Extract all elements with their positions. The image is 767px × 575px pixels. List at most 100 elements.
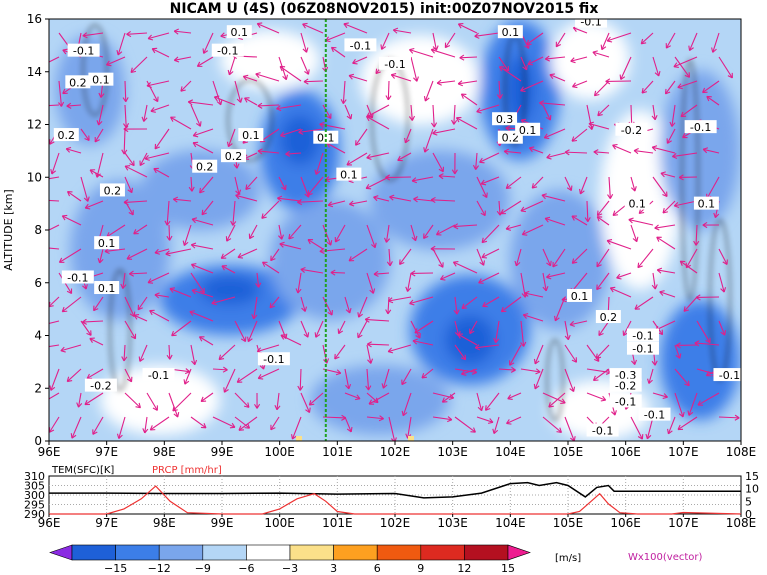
wind-vector-head bbox=[683, 306, 690, 312]
x-tick-label: 96E bbox=[38, 445, 61, 459]
wind-vector bbox=[190, 416, 207, 429]
wind-vector-head bbox=[141, 116, 148, 122]
wind-vector-head bbox=[634, 304, 640, 310]
wind-vector-head bbox=[369, 288, 376, 294]
wind-vector bbox=[124, 320, 136, 340]
wind-vector-head bbox=[569, 386, 576, 393]
wind-vector bbox=[144, 416, 148, 434]
wind-vector bbox=[454, 416, 476, 433]
wind-vector-head bbox=[288, 233, 294, 240]
wind-vector bbox=[454, 344, 466, 361]
wind-vector-head bbox=[370, 242, 377, 249]
y-tick-label: 0 bbox=[34, 434, 42, 448]
wind-vector bbox=[432, 248, 444, 268]
wind-vector bbox=[623, 320, 632, 336]
wind-vector-head bbox=[282, 74, 289, 81]
wind-vector-head bbox=[706, 95, 712, 102]
wind-vector bbox=[665, 32, 676, 49]
wind-vector-head bbox=[60, 346, 66, 353]
wind-vector bbox=[534, 368, 544, 390]
wind-vector bbox=[672, 152, 698, 158]
wind-vector-head bbox=[262, 261, 268, 267]
wind-vector-head bbox=[662, 208, 669, 214]
left-tick-label: 310 bbox=[24, 470, 45, 483]
contour-label-bg bbox=[693, 196, 719, 210]
wind-vector-head bbox=[451, 119, 458, 125]
wind-vector bbox=[61, 296, 82, 313]
wind-vector-head bbox=[270, 424, 276, 431]
colorbar-cell bbox=[71, 544, 116, 561]
wind-vector bbox=[188, 101, 214, 106]
wind-vector bbox=[366, 104, 390, 118]
wind-vector bbox=[326, 142, 346, 154]
wind-vector bbox=[82, 320, 104, 323]
wind-vector-head bbox=[66, 376, 73, 383]
wind-vector bbox=[393, 29, 412, 34]
wind-vector bbox=[679, 260, 698, 274]
wind-vector-head bbox=[720, 330, 727, 336]
wind-vector bbox=[171, 320, 192, 337]
wind-vector bbox=[173, 198, 192, 202]
wind-vector-head bbox=[89, 169, 96, 175]
wind-vector-head bbox=[409, 47, 415, 54]
wind-vector bbox=[348, 75, 368, 82]
wind-vector-head bbox=[680, 111, 687, 118]
wind-vector-head bbox=[432, 129, 438, 136]
contour-label: -0.1 bbox=[263, 353, 284, 366]
wind-vector-head bbox=[595, 353, 602, 360]
left-tick-label: 300 bbox=[24, 489, 45, 502]
wind-vector bbox=[718, 248, 728, 265]
wind-vector-head bbox=[326, 113, 332, 120]
wind-vector bbox=[453, 224, 478, 228]
wind-vector bbox=[315, 152, 324, 175]
wind-vector-head bbox=[408, 115, 416, 121]
wind-vector bbox=[565, 151, 588, 154]
wind-vector-head bbox=[142, 428, 149, 434]
wind-vector-head bbox=[190, 242, 197, 249]
contour-label: 0.1 bbox=[698, 198, 716, 211]
wind-vector-head bbox=[521, 230, 528, 236]
wind-vector bbox=[410, 104, 413, 121]
wind-vector-head bbox=[149, 425, 156, 431]
wind-vector-head bbox=[596, 216, 603, 222]
wind-vector-head bbox=[566, 185, 573, 191]
wind-vector bbox=[151, 48, 170, 58]
wind-vector-head bbox=[470, 427, 476, 433]
wind-vector-head bbox=[452, 261, 459, 267]
wind-vector bbox=[438, 175, 456, 178]
wind-vector-head bbox=[656, 267, 663, 274]
wind-vector-head bbox=[58, 101, 65, 107]
contour-label-bg bbox=[624, 196, 650, 210]
wind-vector-head bbox=[697, 400, 703, 406]
wind-vector bbox=[218, 344, 236, 360]
wind-vector bbox=[130, 56, 148, 73]
wind-vector bbox=[191, 263, 214, 274]
wind-vector bbox=[476, 176, 488, 198]
wind-vector-head bbox=[297, 198, 303, 206]
wind-vector bbox=[49, 392, 60, 400]
wind-vector bbox=[137, 296, 148, 311]
wind-vector bbox=[253, 296, 258, 319]
wind-vector bbox=[203, 32, 214, 54]
surface-markers bbox=[296, 436, 414, 441]
wind-vector-head bbox=[702, 87, 708, 94]
wind-vector-head bbox=[44, 60, 49, 65]
wind-vector bbox=[689, 32, 698, 51]
wind-vector-head bbox=[616, 273, 622, 280]
wind-vector bbox=[49, 416, 60, 433]
wind-vector-head bbox=[373, 270, 379, 277]
wind-vector-head bbox=[693, 240, 700, 246]
wind-vector bbox=[285, 152, 302, 155]
wind-vector-head bbox=[295, 288, 302, 294]
wind-vector-head bbox=[276, 105, 282, 112]
x-tick-label: 104E bbox=[495, 445, 526, 459]
wind-vector bbox=[579, 176, 588, 195]
wind-vector bbox=[212, 80, 222, 105]
colorbar-tick-label: −3 bbox=[282, 562, 298, 575]
x-tick-label: 98E bbox=[153, 445, 176, 459]
tem-series-line bbox=[49, 481, 741, 499]
wind-vector bbox=[718, 416, 740, 419]
wind-vector-head bbox=[474, 344, 480, 351]
wind-vector-head bbox=[93, 305, 99, 312]
wind-vector-head bbox=[314, 332, 321, 338]
